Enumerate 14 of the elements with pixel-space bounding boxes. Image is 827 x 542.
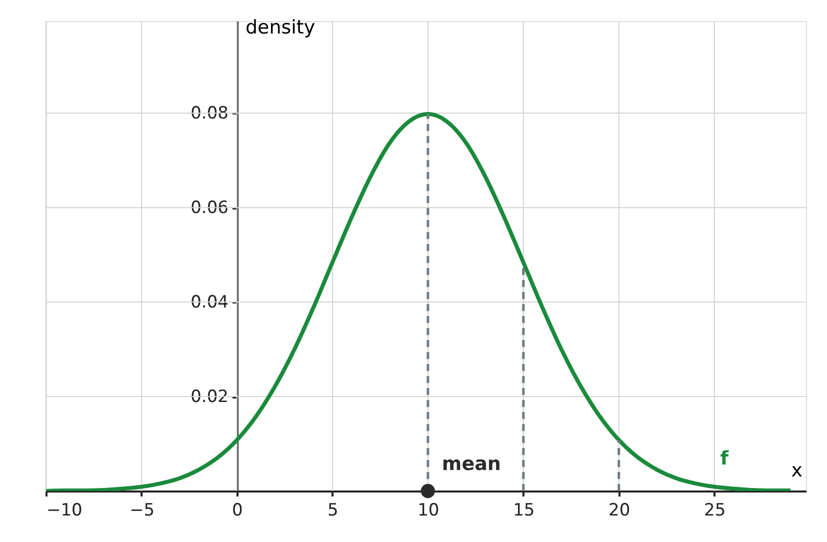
x-tick-label: 15: [513, 500, 535, 520]
y-tick-label: 0.08: [190, 104, 228, 124]
series-label: f: [720, 448, 730, 470]
x-tick-label: 10: [418, 500, 440, 520]
x-tick-label: 20: [608, 500, 630, 520]
x-tick-label: 5: [328, 500, 338, 520]
x-tick-label: −10: [46, 500, 82, 520]
y-axis-title: density: [245, 16, 316, 38]
x-tick-label: 25: [704, 500, 726, 520]
x-tick-label: −5: [129, 500, 155, 520]
annotation: mean: [442, 453, 501, 475]
y-tick-label: 0.06: [190, 198, 228, 218]
x-axis-title: x: [791, 460, 802, 482]
x-tick-label: 0: [232, 500, 243, 520]
